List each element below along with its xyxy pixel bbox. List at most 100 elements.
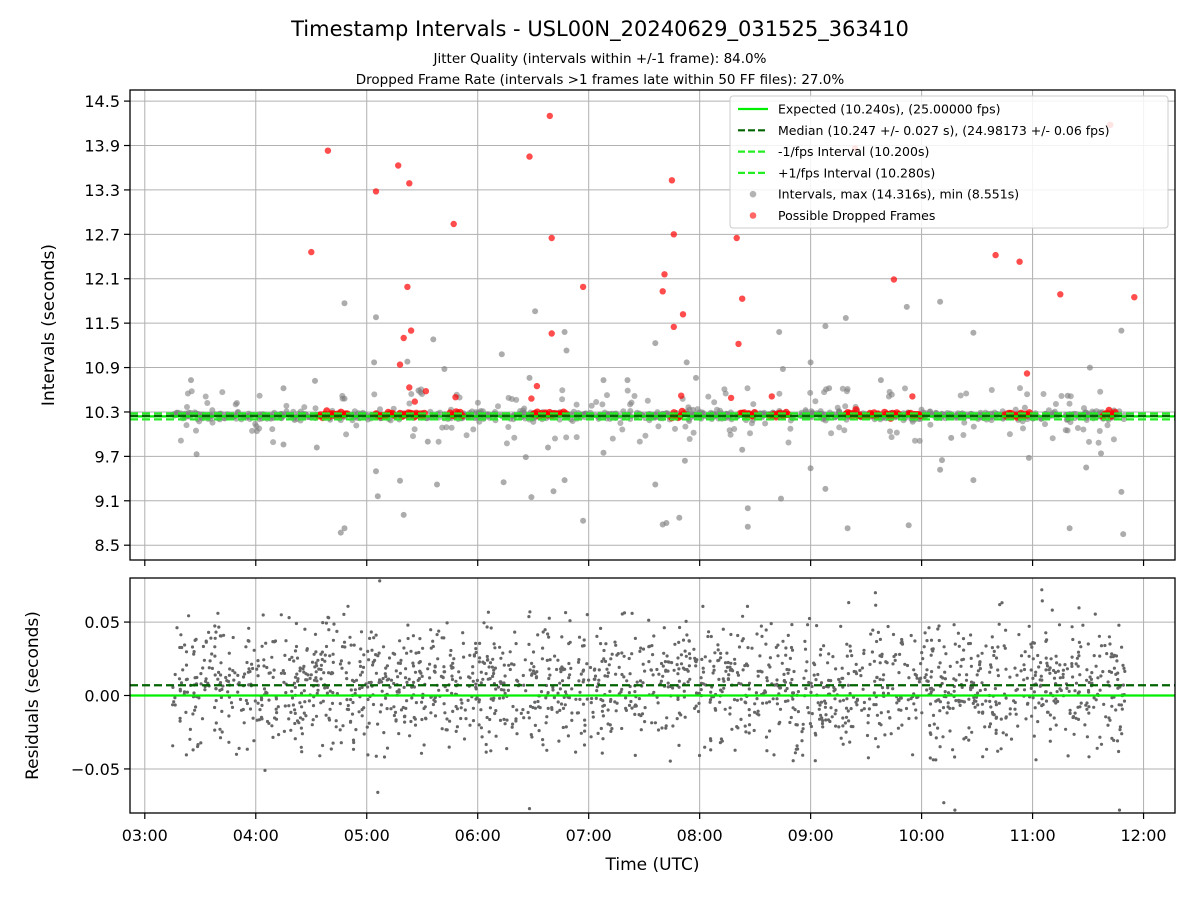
interval-point xyxy=(219,389,226,396)
residual-point xyxy=(1087,690,1091,694)
residual-point xyxy=(261,613,265,617)
residual-point xyxy=(772,753,776,757)
residual-point xyxy=(293,708,297,712)
residual-point xyxy=(755,697,759,701)
residual-point xyxy=(878,677,882,682)
residual-point xyxy=(345,707,349,711)
residual-point xyxy=(679,713,683,717)
residual-point xyxy=(381,676,385,681)
residual-point xyxy=(659,679,664,683)
residual-point xyxy=(727,673,731,677)
residual-point xyxy=(1089,677,1093,682)
interval-outlier-point xyxy=(550,488,557,495)
residual-point xyxy=(767,663,771,667)
residual-point xyxy=(224,675,228,680)
residual-point xyxy=(821,725,825,729)
dropped-frame-point xyxy=(308,248,315,256)
residual-point xyxy=(187,614,191,618)
residual-point xyxy=(712,668,716,672)
residual-point xyxy=(643,720,647,724)
residual-point xyxy=(1044,668,1048,672)
residual-point xyxy=(922,645,926,649)
interval-point xyxy=(559,396,566,403)
residual-point xyxy=(342,612,346,617)
residual-point xyxy=(989,665,993,669)
residual-point xyxy=(324,621,328,625)
residual-point xyxy=(920,711,924,715)
interval-outlier-point xyxy=(424,438,431,445)
residual-point xyxy=(362,653,366,657)
residual-point xyxy=(1057,623,1062,627)
residual-point xyxy=(665,654,669,658)
interval-point xyxy=(1066,400,1073,407)
residual-point xyxy=(203,688,207,692)
residual-point xyxy=(932,722,936,726)
interval-outlier-point xyxy=(415,387,422,394)
residual-point xyxy=(256,659,260,663)
dropped-frame-point xyxy=(670,323,677,331)
residual-point xyxy=(1098,688,1102,692)
residual-point xyxy=(747,723,752,727)
residual-point xyxy=(867,707,872,711)
residual-point xyxy=(279,671,283,675)
residual-point xyxy=(641,681,645,685)
residual-point xyxy=(712,664,716,668)
residual-point xyxy=(988,670,992,674)
interval-outlier-point xyxy=(683,359,690,366)
residual-point xyxy=(1076,705,1080,709)
residual-point xyxy=(891,687,895,691)
residual-point xyxy=(652,634,656,638)
residual-point xyxy=(701,670,706,674)
residual-point xyxy=(384,696,388,700)
intervals-y-tick-label: 13.3 xyxy=(84,181,120,200)
residual-point xyxy=(247,667,251,671)
interval-outlier-point xyxy=(877,377,884,384)
residual-point xyxy=(1094,698,1098,702)
interval-point xyxy=(256,392,263,399)
residual-point xyxy=(1003,646,1007,650)
residual-point xyxy=(220,730,224,734)
residual-point xyxy=(192,691,196,695)
residual-point xyxy=(383,672,387,676)
residual-point xyxy=(640,712,645,716)
interval-outlier-point xyxy=(778,495,784,502)
residual-point xyxy=(431,639,435,643)
residual-point xyxy=(411,664,416,668)
dropped-frame-point xyxy=(407,327,415,334)
residual-point xyxy=(850,654,854,658)
x-tick-label: 11:00 xyxy=(1010,826,1056,845)
residual-point xyxy=(687,664,692,668)
intervals-y-tick-label: 10.3 xyxy=(84,403,120,422)
residual-point xyxy=(292,681,296,685)
residual-point xyxy=(872,703,876,707)
residual-point xyxy=(693,656,697,660)
interval-outlier-point xyxy=(341,525,348,532)
interval-point xyxy=(727,431,734,438)
residual-point xyxy=(371,702,376,707)
residual-point xyxy=(494,709,498,713)
dropped-frame-point xyxy=(670,231,677,238)
residual-point xyxy=(479,681,483,685)
residual-point xyxy=(445,717,449,721)
residual-point xyxy=(912,668,916,672)
residual-point xyxy=(1105,652,1109,656)
residual-point xyxy=(396,675,400,679)
residual-point xyxy=(382,755,387,759)
residual-point xyxy=(596,731,600,736)
residual-point xyxy=(976,691,980,695)
residual-point xyxy=(244,698,248,703)
residual-point xyxy=(507,663,511,667)
residual-point xyxy=(1058,687,1062,691)
residual-point xyxy=(252,739,256,743)
residual-point xyxy=(913,639,917,643)
residual-point xyxy=(817,707,821,711)
residual-point xyxy=(1092,654,1096,658)
residual-point xyxy=(1008,712,1012,716)
residual-point xyxy=(874,737,878,741)
residual-point xyxy=(358,660,362,664)
residual-point xyxy=(693,706,697,711)
residual-point xyxy=(533,723,538,728)
interval-point xyxy=(627,401,634,408)
interval-point xyxy=(1104,422,1111,429)
